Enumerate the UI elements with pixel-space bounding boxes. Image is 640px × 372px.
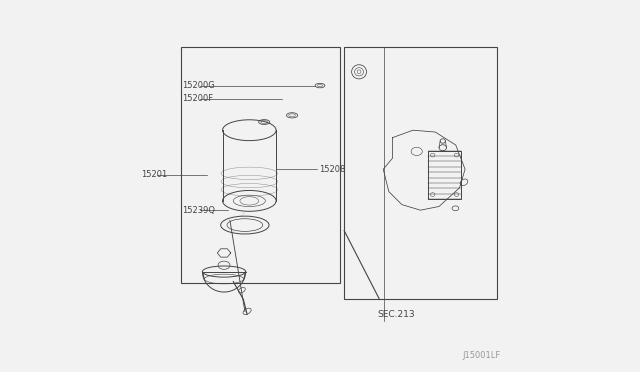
Text: 15200F: 15200F — [182, 94, 212, 103]
Text: SEC.213: SEC.213 — [378, 310, 415, 319]
Text: J15001LF: J15001LF — [462, 351, 500, 360]
Polygon shape — [344, 231, 380, 299]
Text: 15208: 15208 — [319, 165, 345, 174]
Bar — [344, 46, 497, 299]
Text: 15239Q: 15239Q — [182, 206, 215, 215]
Bar — [428, 151, 461, 199]
Text: 15200G: 15200G — [182, 81, 214, 90]
Text: 15201: 15201 — [141, 170, 168, 179]
Bar — [180, 46, 340, 283]
